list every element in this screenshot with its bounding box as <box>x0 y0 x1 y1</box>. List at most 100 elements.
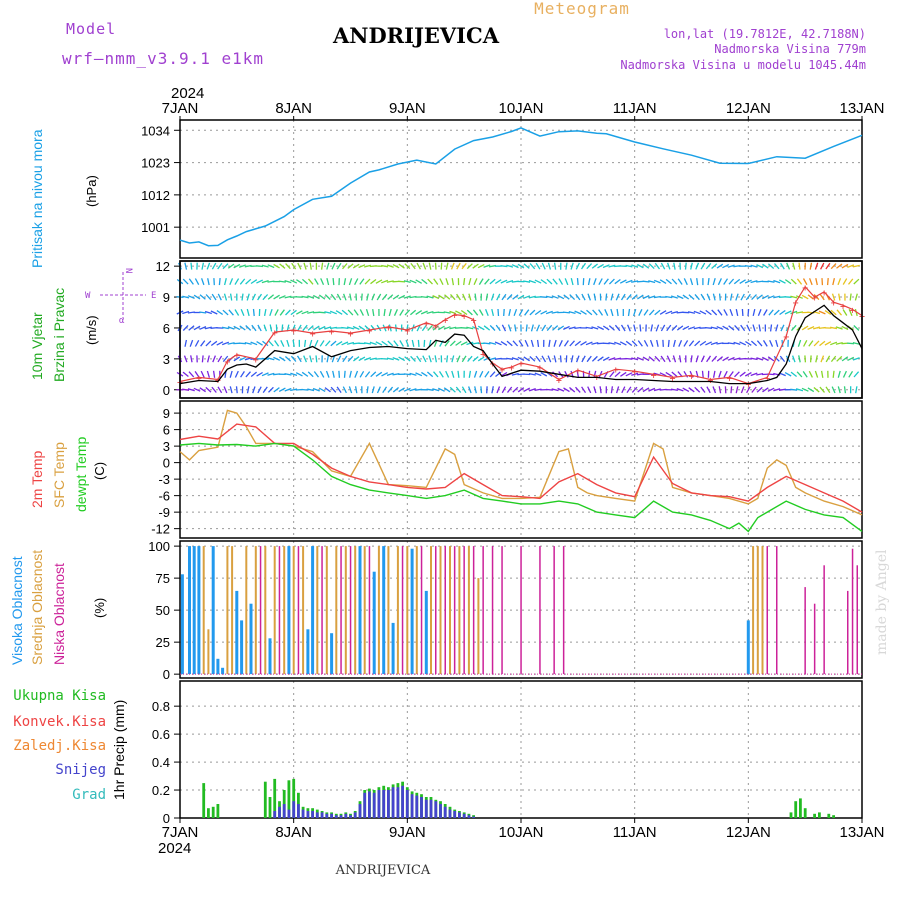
wind-arrow <box>387 294 394 300</box>
wind-arrow <box>250 341 258 346</box>
gust-marker: + <box>802 283 808 294</box>
wind-arrow <box>398 294 406 300</box>
wind-arrow <box>477 325 485 331</box>
wind-arrow <box>762 387 769 393</box>
wind-arrow <box>326 262 330 270</box>
wind-arrow <box>689 278 694 286</box>
wind-arrow <box>204 310 212 315</box>
cloud-bar <box>188 546 191 675</box>
wind-arrow <box>808 340 814 347</box>
wind-arrow <box>832 278 836 286</box>
wind-arrow <box>489 341 497 345</box>
wind-arrow <box>825 386 831 394</box>
wind-arrow <box>372 308 375 317</box>
wind-arrow <box>512 386 519 393</box>
wind-arrow <box>184 339 188 347</box>
wind-arrow <box>666 262 671 270</box>
wind-arrow <box>489 371 496 378</box>
wind-arrow <box>506 294 513 301</box>
precip-bar <box>813 813 816 818</box>
wind-arrow <box>433 278 439 285</box>
wind-arrow <box>388 308 392 317</box>
wind-arrow <box>676 295 684 300</box>
precip-bar <box>339 815 343 818</box>
precip-bar <box>368 791 371 818</box>
wind-arrow <box>665 310 673 315</box>
wind-arrow <box>678 339 683 347</box>
wind-arrow <box>332 370 335 378</box>
wind-arrow <box>489 278 496 285</box>
wind-arrow <box>649 339 654 347</box>
wind-arrow <box>301 371 309 377</box>
wind-arrow <box>240 309 245 316</box>
cloud-bar <box>321 546 323 675</box>
wind-arrow <box>648 309 655 316</box>
wind-arrow <box>548 339 551 348</box>
wind-arrow <box>494 279 502 285</box>
temp-unit: (C) <box>92 462 107 480</box>
wind-arrow <box>576 370 580 378</box>
wind-arrow <box>801 325 809 331</box>
wind-arrow <box>536 324 541 332</box>
wind-arrow <box>626 386 632 394</box>
wind-arrow <box>461 386 467 394</box>
wind-arrow <box>631 294 638 300</box>
wind-arrow <box>506 386 513 393</box>
wind-arrow <box>245 278 252 285</box>
wind-arrow <box>428 355 432 363</box>
wind-arrow <box>751 294 757 301</box>
wind-arrow <box>740 386 745 394</box>
wind-arrow <box>466 309 473 316</box>
wind-arrow <box>376 386 381 394</box>
wind-arrow <box>269 324 273 332</box>
wind-arrow <box>193 325 201 331</box>
wind-arrow <box>227 326 235 330</box>
wind-arrow <box>410 355 416 362</box>
wind-arrow <box>762 263 769 269</box>
wind-arrow <box>479 370 484 378</box>
wind-arrow <box>238 342 247 345</box>
wind-arrow <box>576 278 579 286</box>
wind-arrow <box>199 387 206 393</box>
wind-arrow <box>194 371 200 378</box>
wind-arrow <box>472 309 479 316</box>
wind-arrow <box>780 324 785 332</box>
wind-arrow <box>818 310 826 315</box>
wind-arrow <box>744 265 752 268</box>
precip-bar <box>353 812 357 818</box>
wind-arrow <box>639 324 642 332</box>
wind-arrow <box>562 311 570 314</box>
bottom-year: 2024 <box>158 840 191 857</box>
wind-arrow <box>222 263 229 270</box>
bottom-x-tick-label: 10JAN <box>498 824 543 841</box>
wind-arrow <box>528 372 536 376</box>
wind-arrow <box>837 278 842 286</box>
wind-arrow <box>320 278 325 286</box>
wind-arrow <box>415 279 423 284</box>
wind-arrow <box>409 279 417 284</box>
wind-arrow <box>352 263 360 269</box>
wind-arrow <box>468 293 472 301</box>
wind-arrow <box>326 355 330 363</box>
wind-arrow <box>261 279 269 284</box>
wind-arrow <box>813 340 820 347</box>
wind-arrow <box>223 278 227 286</box>
legend-total: Ukupna Kisa <box>13 688 106 704</box>
wind-arrow <box>847 356 855 361</box>
wind-arrow <box>716 356 724 362</box>
wind-arrow <box>666 324 672 332</box>
wind-arrow <box>696 278 699 286</box>
cloud-panel: 0 25 50 75 100 <box>148 539 863 682</box>
gust-marker: + <box>347 329 353 340</box>
wind-arrow <box>653 279 661 284</box>
wind-arrow <box>769 324 773 332</box>
wind-arrow <box>358 325 366 331</box>
wind-arrow <box>693 326 701 330</box>
wind-arrow <box>398 280 406 283</box>
precip-bar <box>448 809 452 818</box>
cloud-bar <box>311 546 315 675</box>
wind-arrow <box>352 325 360 330</box>
wind-arrow <box>342 355 348 363</box>
wind-arrow <box>593 278 597 286</box>
wind-arrow <box>711 309 718 316</box>
